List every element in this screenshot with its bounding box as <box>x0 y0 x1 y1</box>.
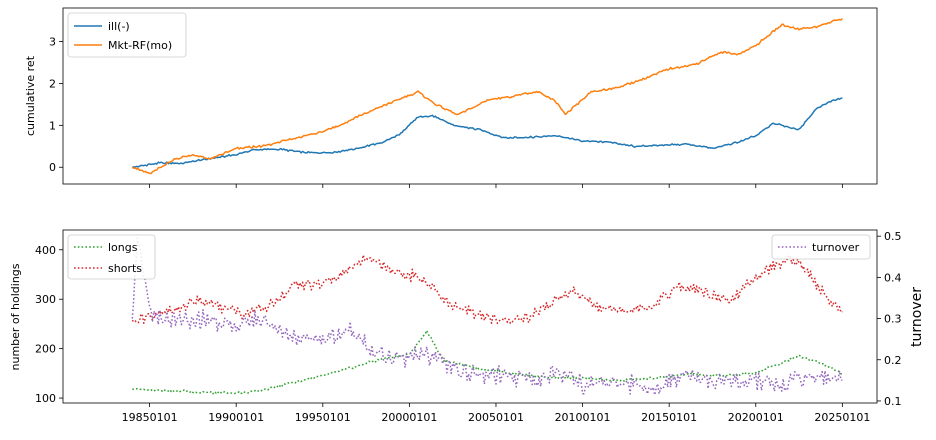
bottom-right-y-tick-label: 0.5 <box>884 230 902 243</box>
bottom-right-y-axis-label: turnover <box>909 287 925 347</box>
series-line-turnover <box>131 237 843 396</box>
bottom-right-y-tick-label: 0.4 <box>884 271 902 284</box>
bottom-x-tick-label: 20100101 <box>555 411 611 424</box>
top-y-axis-label: cumulative ret <box>24 55 37 136</box>
bottom-legend: longs shorts <box>67 234 156 280</box>
bottom-x-ticks: 19850101 19900101 19950101 20000101 20050101… <box>122 403 870 424</box>
top-y-tick-label: 1 <box>49 119 56 132</box>
series-line-shorts <box>131 254 843 325</box>
bottom-right-y-ticks: 0.1 0.2 0.3 0.4 0.5 <box>877 230 902 408</box>
series-line-longs <box>132 329 843 395</box>
bottom-right-legend: turnover <box>771 234 871 260</box>
top-axes-frame <box>62 7 878 185</box>
legend-label-ill: ill(-) <box>108 20 130 33</box>
bottom-x-tick-label: 19900101 <box>208 411 264 424</box>
top-y-tick-label: 2 <box>49 77 56 90</box>
series-line-mkt-rf <box>131 17 843 175</box>
bottom-y-tick-label: 300 <box>35 293 56 306</box>
top-y-tick-label: 0 <box>49 161 56 174</box>
bottom-y-tick-label: 400 <box>35 244 56 257</box>
bottom-left-y-ticks: 100 200 300 400 <box>35 244 63 405</box>
series-line-ill <box>132 97 843 168</box>
top-y-tick-label: 3 <box>49 36 56 49</box>
bottom-right-y-tick-label: 0.2 <box>884 354 902 367</box>
top-x-ticks <box>149 184 843 188</box>
bottom-x-tick-label: 19950101 <box>295 411 351 424</box>
top-legend-box <box>67 12 187 58</box>
bottom-x-tick-label: 19850101 <box>122 411 178 424</box>
bottom-y-axis-label: number of holdings <box>9 263 22 370</box>
legend-label-shorts: shorts <box>108 262 142 275</box>
bottom-panel: 100 200 300 400 0.1 0.2 0.3 0.4 0.5 19850101 199… <box>9 229 925 424</box>
legend-label-turnover: turnover <box>812 241 860 254</box>
bottom-x-tick-label: 20150101 <box>641 411 697 424</box>
top-panel: 0 1 2 3 cumulative ret ill(-) Mkt-RF(mo) <box>24 7 878 188</box>
bottom-y-tick-label: 200 <box>35 343 56 356</box>
bottom-x-tick-label: 20250101 <box>814 411 870 424</box>
top-y-ticks: 0 1 2 3 <box>49 36 63 174</box>
bottom-right-y-tick-label: 0.3 <box>884 313 902 326</box>
top-legend: ill(-) Mkt-RF(mo) <box>67 12 187 58</box>
bottom-right-legend-box <box>771 234 871 260</box>
legend-label-longs: longs <box>108 241 138 254</box>
bottom-right-y-tick-label: 0.1 <box>884 395 902 408</box>
bottom-y-tick-label: 100 <box>35 392 56 405</box>
bottom-axes-frame <box>62 229 878 404</box>
bottom-series-layer <box>131 237 843 396</box>
bottom-x-tick-label: 20050101 <box>468 411 524 424</box>
legend-label-mkt: Mkt-RF(mo) <box>108 39 172 52</box>
bottom-x-tick-label: 20200101 <box>728 411 784 424</box>
top-series-layer <box>131 17 843 175</box>
bottom-x-tick-label: 20000101 <box>381 411 437 424</box>
